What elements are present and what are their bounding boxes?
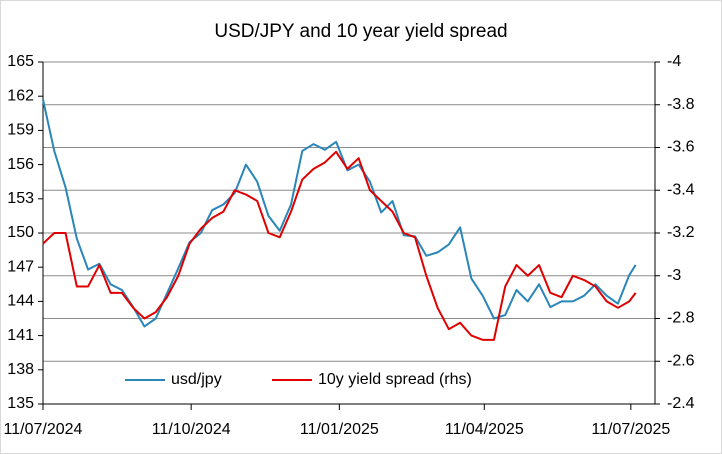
y2-tick-label: -2.4	[667, 395, 695, 412]
y-tick-label: 150	[7, 224, 34, 241]
series-line	[42, 99, 637, 328]
legend-label: usd/jpy	[171, 371, 222, 388]
y-tick-label: 135	[7, 395, 34, 412]
series-line	[42, 150, 637, 341]
y-tick-label: 165	[7, 53, 34, 70]
y2-tick-label: -3.4	[667, 181, 695, 198]
y-tick-label: 138	[7, 361, 34, 378]
y-tick-label: 159	[7, 122, 34, 139]
y2-tick-label: -3	[667, 267, 681, 284]
y-tick-label: 141	[7, 327, 34, 344]
y2-tick-label: -3.2	[667, 224, 695, 241]
y-tick-label: 156	[7, 156, 34, 173]
x-tick-label: 11/01/2025	[300, 421, 379, 438]
x-tick-label: 11/07/2025	[591, 421, 670, 438]
x-tick-label: 11/04/2025	[445, 421, 524, 438]
y-tick-label: 144	[7, 293, 34, 310]
x-tick-label: 11/10/2024	[152, 421, 231, 438]
y-tick-label: 147	[7, 258, 34, 275]
y2-tick-label: -2.8	[667, 310, 695, 327]
y2-tick-label: -3.8	[667, 96, 695, 113]
chart-title: USD/JPY and 10 year yield spread	[214, 21, 507, 42]
legend-label: 10y yield spread (rhs)	[318, 371, 472, 388]
y-tick-label: 162	[7, 87, 34, 104]
y2-tick-label: -2.6	[667, 352, 695, 369]
y2-tick-label: -3.6	[667, 139, 695, 156]
x-tick-label: 11/07/2024	[4, 421, 83, 438]
y2-tick-label: -4	[667, 53, 681, 70]
y-tick-label: 153	[7, 190, 34, 207]
